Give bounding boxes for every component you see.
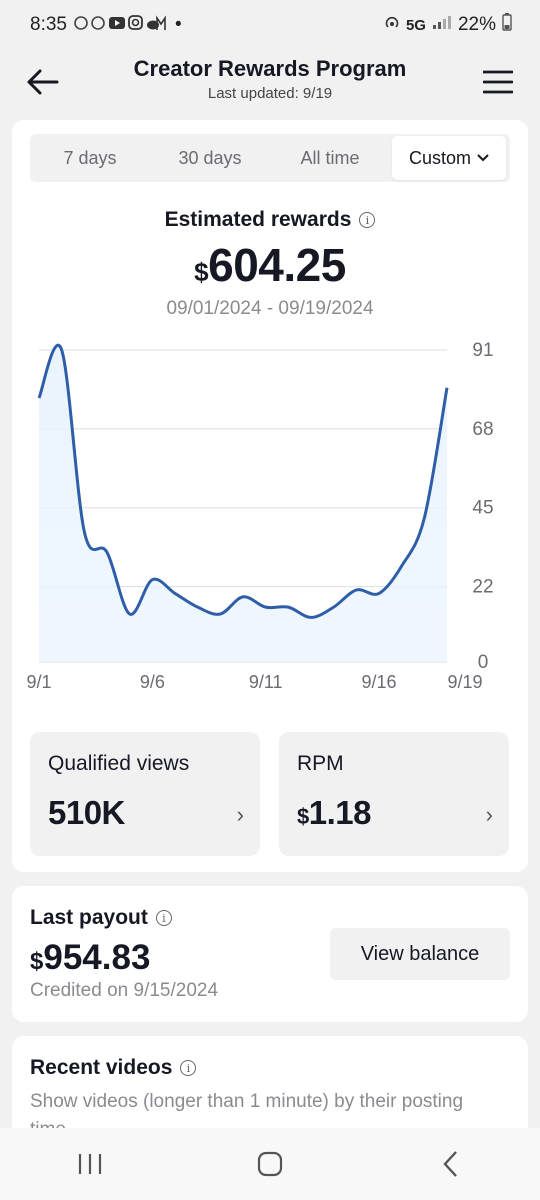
system-back-button[interactable] bbox=[410, 1139, 490, 1189]
rpm-value: 1.18 bbox=[308, 794, 372, 831]
tab-30-days[interactable]: 30 days bbox=[150, 136, 270, 180]
tab-all-time[interactable]: All time bbox=[270, 136, 390, 180]
y-tick-label: 22 bbox=[472, 577, 493, 598]
currency-symbol: $ bbox=[297, 804, 309, 829]
chevron-right-icon: › bbox=[236, 802, 244, 827]
payout-value: 954.83 bbox=[43, 938, 151, 977]
tab-label: All time bbox=[300, 147, 360, 168]
x-tick-label: 9/19 bbox=[447, 672, 482, 692]
info-icon[interactable]: i bbox=[155, 910, 172, 926]
qualified-views-card[interactable]: Qualified views 510K › bbox=[30, 732, 260, 856]
status-right: 5G 22% bbox=[384, 13, 512, 37]
x-tick-label: 9/1 bbox=[26, 672, 51, 692]
system-nav-bar bbox=[0, 1128, 540, 1200]
x-tick-label: 9/16 bbox=[361, 672, 396, 692]
rpm-value-wrap: $1.18 bbox=[297, 794, 371, 832]
payout-amount: $954.83 bbox=[30, 938, 150, 978]
recent-apps-button[interactable] bbox=[50, 1139, 130, 1189]
rpm-label: RPM bbox=[297, 752, 344, 775]
recent-apps-icon bbox=[78, 1154, 102, 1174]
status-bar: 8:35 • 5G 22% bbox=[0, 0, 540, 50]
currency-symbol: $ bbox=[30, 948, 44, 975]
hotspot-icon bbox=[384, 15, 400, 35]
last-payout-label: Last payout i bbox=[30, 906, 172, 930]
qualified-views-value: 510K bbox=[48, 794, 125, 831]
y-tick-label: 45 bbox=[472, 498, 493, 519]
recent-videos-label: Recent videos i bbox=[30, 1056, 197, 1080]
x-tick-label: 9/11 bbox=[249, 672, 283, 692]
rewards-chart: 0 22 45 68 91 9/1 9/6 9/11 9/16 9/19 bbox=[26, 340, 493, 692]
y-tick-label: 0 bbox=[478, 652, 489, 673]
amount-value: 604.25 bbox=[208, 239, 346, 291]
last-payout-card: Last payout i $954.83 Credited on 9/15/2… bbox=[12, 886, 528, 1022]
back-arrow-icon bbox=[27, 69, 59, 95]
tab-label: Custom bbox=[408, 147, 471, 168]
estimated-amount: $604.25 bbox=[12, 238, 528, 292]
date-range: 09/01/2024 - 09/19/2024 bbox=[166, 298, 374, 319]
back-button[interactable] bbox=[22, 62, 62, 102]
signal-icon bbox=[432, 14, 452, 36]
chevron-right-icon: › bbox=[485, 802, 493, 827]
status-time: 8:35 bbox=[30, 14, 67, 35]
rewards-card: 7 days 30 days All time Custom Estimated… bbox=[12, 120, 528, 872]
x-tick-label: 9/6 bbox=[140, 672, 165, 692]
rpm-card[interactable]: RPM $1.18 › bbox=[279, 732, 509, 856]
tab-7-days[interactable]: 7 days bbox=[30, 136, 150, 180]
last-updated: Last updated: 9/19 bbox=[207, 85, 333, 102]
info-icon[interactable]: i bbox=[359, 212, 376, 228]
chart-area-fill bbox=[39, 345, 447, 662]
hamburger-menu-icon bbox=[483, 70, 513, 94]
battery-level: 22% bbox=[457, 14, 496, 35]
network-type: 5G bbox=[405, 16, 426, 34]
estimated-rewards-text: Estimated rewards bbox=[164, 208, 352, 231]
qualified-views-label: Qualified views bbox=[48, 752, 190, 775]
home-button[interactable] bbox=[230, 1139, 310, 1189]
view-balance-button[interactable]: View balance bbox=[330, 928, 510, 980]
back-chevron-icon bbox=[443, 1151, 457, 1177]
page-title: Creator Rewards Program bbox=[133, 56, 407, 81]
status-left: 8:35 • bbox=[30, 14, 182, 36]
currency-symbol: $ bbox=[194, 257, 209, 287]
tab-label: 7 days bbox=[63, 147, 117, 168]
estimated-rewards-label: Estimated rewards i bbox=[12, 208, 528, 232]
battery-icon bbox=[502, 13, 512, 37]
menu-button[interactable] bbox=[478, 62, 518, 102]
recent-videos-text: Recent videos bbox=[30, 1056, 173, 1079]
status-dot: • bbox=[174, 14, 182, 35]
info-icon[interactable]: i bbox=[180, 1060, 197, 1076]
period-tabs: 7 days 30 days All time Custom bbox=[30, 134, 510, 182]
last-payout-text: Last payout bbox=[30, 906, 148, 929]
y-tick-label: 91 bbox=[472, 340, 493, 361]
y-tick-label: 68 bbox=[472, 419, 493, 440]
chart-series-line bbox=[37, 344, 449, 619]
chevron-down-icon bbox=[477, 154, 489, 162]
tab-custom[interactable]: Custom bbox=[392, 136, 506, 180]
tab-label: 30 days bbox=[178, 147, 242, 168]
app-header: Creator Rewards Program Last updated: 9/… bbox=[0, 50, 540, 116]
home-icon bbox=[257, 1151, 283, 1177]
notification-icons bbox=[73, 14, 169, 36]
credited-date: Credited on 9/15/2024 bbox=[30, 980, 219, 1001]
